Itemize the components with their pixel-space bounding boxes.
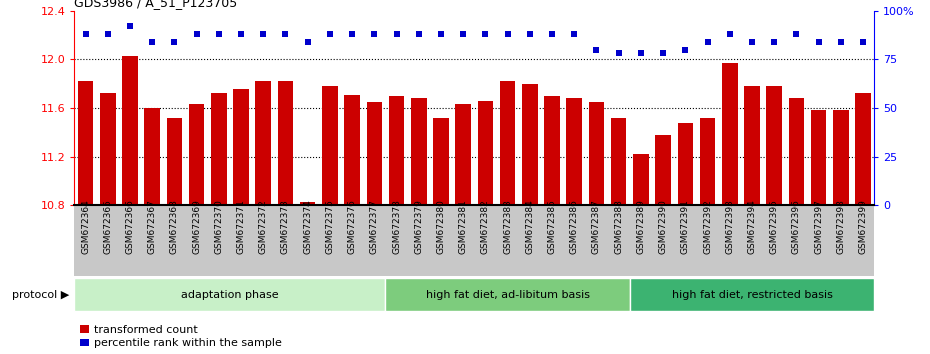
Point: [745, 39, 760, 45]
Point: [633, 51, 648, 56]
Bar: [856, 93, 870, 205]
Legend: transformed count, percentile rank within the sample: transformed count, percentile rank withi…: [80, 325, 283, 348]
Point: [589, 47, 604, 52]
Bar: [589, 102, 605, 205]
Bar: [166, 118, 182, 205]
Bar: [344, 95, 360, 205]
Bar: [411, 98, 427, 205]
Point: [123, 23, 138, 29]
Bar: [189, 104, 205, 205]
Point: [211, 31, 226, 37]
Point: [678, 47, 693, 52]
Point: [300, 39, 315, 45]
Point: [833, 39, 848, 45]
Bar: [566, 98, 582, 205]
Point: [500, 31, 515, 37]
Text: protocol ▶: protocol ▶: [12, 290, 70, 300]
Text: high fat diet, ad-libitum basis: high fat diet, ad-libitum basis: [426, 290, 590, 300]
Bar: [544, 96, 560, 205]
Point: [856, 39, 870, 45]
Bar: [678, 122, 693, 205]
Text: high fat diet, restricted basis: high fat diet, restricted basis: [671, 290, 832, 300]
Point: [656, 51, 671, 56]
Bar: [366, 102, 382, 205]
Bar: [789, 98, 804, 205]
Point: [366, 31, 381, 37]
Point: [766, 39, 781, 45]
Point: [611, 51, 626, 56]
Bar: [433, 118, 449, 205]
Point: [323, 31, 338, 37]
Bar: [78, 81, 93, 205]
Point: [723, 31, 737, 37]
Point: [345, 31, 360, 37]
Bar: [811, 110, 827, 205]
Point: [189, 31, 204, 37]
Point: [456, 31, 471, 37]
Point: [100, 31, 115, 37]
Bar: [385, 278, 630, 312]
Bar: [256, 81, 271, 205]
Bar: [389, 96, 405, 205]
Bar: [833, 110, 849, 205]
Bar: [699, 118, 715, 205]
Point: [166, 39, 181, 45]
Text: adaptation phase: adaptation phase: [181, 290, 279, 300]
Point: [256, 31, 271, 37]
Bar: [322, 86, 338, 205]
Bar: [633, 154, 649, 205]
Point: [278, 31, 293, 37]
Bar: [100, 93, 115, 205]
Bar: [74, 278, 385, 312]
Point: [566, 31, 581, 37]
Text: GDS3986 / A_51_P123705: GDS3986 / A_51_P123705: [74, 0, 238, 10]
Bar: [122, 56, 138, 205]
Bar: [144, 108, 160, 205]
Bar: [766, 86, 782, 205]
Point: [145, 39, 160, 45]
Point: [811, 39, 826, 45]
Bar: [744, 86, 760, 205]
Point: [545, 31, 560, 37]
Point: [78, 31, 93, 37]
Bar: [299, 202, 315, 205]
Bar: [233, 88, 249, 205]
Bar: [278, 81, 293, 205]
Bar: [656, 135, 671, 205]
Bar: [630, 278, 874, 312]
Bar: [522, 84, 538, 205]
Point: [389, 31, 404, 37]
Bar: [211, 93, 227, 205]
Bar: [456, 104, 471, 205]
Point: [233, 31, 248, 37]
Point: [411, 31, 426, 37]
Point: [433, 31, 448, 37]
Bar: [611, 118, 627, 205]
Point: [789, 31, 804, 37]
Bar: [478, 101, 493, 205]
Point: [700, 39, 715, 45]
Point: [478, 31, 493, 37]
Point: [523, 31, 538, 37]
Bar: [499, 81, 515, 205]
Bar: [722, 63, 737, 205]
